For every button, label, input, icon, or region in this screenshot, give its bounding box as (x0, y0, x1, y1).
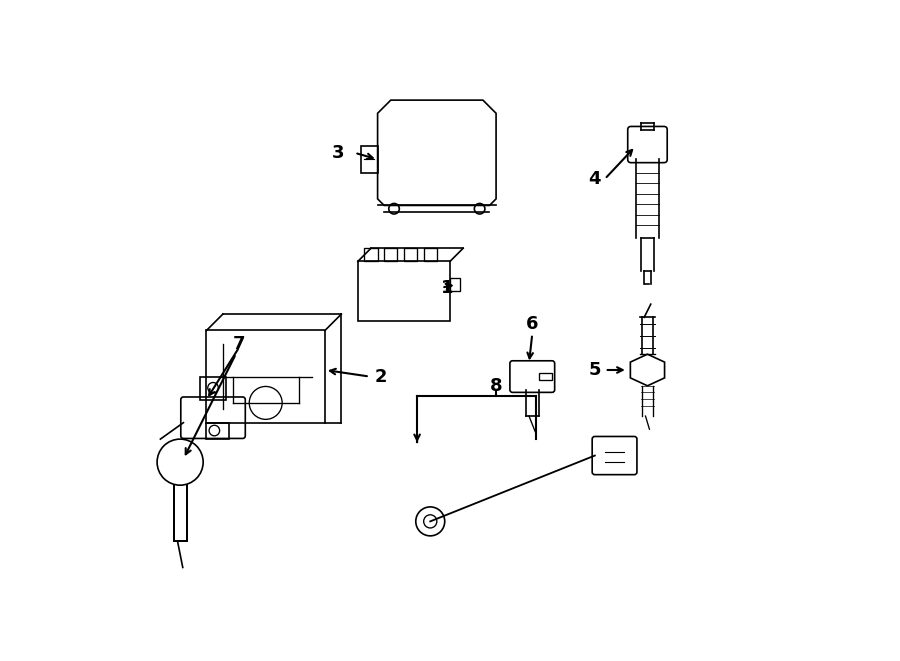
Text: 2: 2 (374, 368, 387, 385)
Bar (206, 422, 230, 439)
Bar (404, 249, 417, 261)
Bar (361, 146, 378, 173)
Text: 8: 8 (490, 377, 502, 395)
Bar (539, 373, 552, 380)
Bar (200, 377, 226, 400)
Bar (364, 249, 378, 261)
Bar (450, 278, 460, 291)
Text: 1: 1 (440, 279, 453, 297)
Text: 4: 4 (589, 170, 601, 188)
Bar (206, 330, 325, 422)
Bar (384, 249, 397, 261)
Text: 6: 6 (526, 315, 538, 333)
Bar (424, 249, 436, 261)
Text: 7: 7 (233, 334, 246, 353)
Bar (358, 261, 450, 321)
Text: 3: 3 (332, 144, 345, 162)
Text: 5: 5 (589, 361, 601, 379)
